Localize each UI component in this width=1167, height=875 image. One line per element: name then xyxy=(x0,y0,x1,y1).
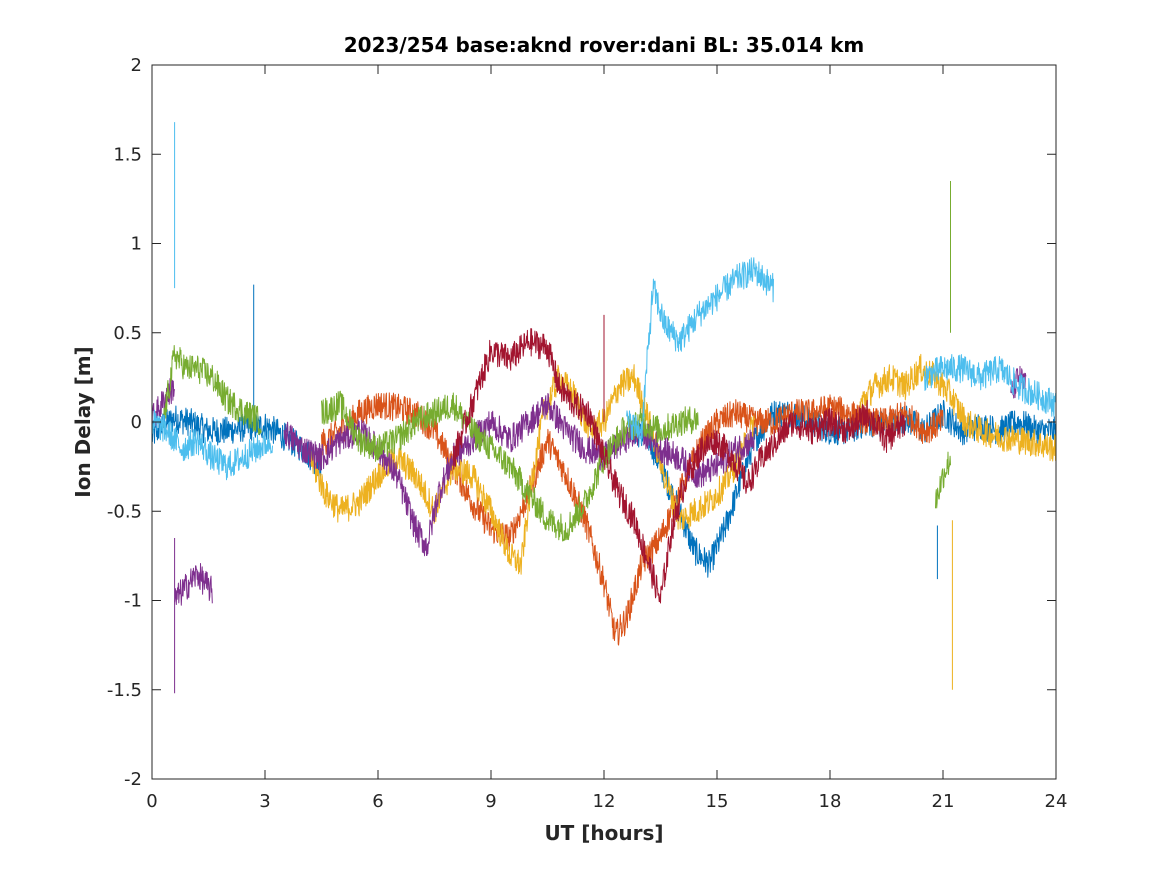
series-6-segment-4 xyxy=(923,354,1057,417)
y-tick-label: -1 xyxy=(124,591,142,612)
series-2-segment-1 xyxy=(321,392,944,646)
series-5-segment-3 xyxy=(935,451,951,509)
series-4-segment-4 xyxy=(283,393,756,557)
tick-layer: 0 3 6 9 12 15 18 21 24 2 1.5 1 0.5 0 -0.5 -1 -1.5 -2 xyxy=(107,55,1068,812)
series-7-segment-1 xyxy=(452,328,906,604)
series-6 xyxy=(151,122,1057,481)
chart-title: 2023/254 base:aknd rover:dani BL: 35.014… xyxy=(344,33,864,57)
x-tick-label: 6 xyxy=(372,791,383,812)
series-6-segment-1 xyxy=(151,409,273,481)
series-6-segment-3 xyxy=(626,257,774,444)
y-tick-label: 0.5 xyxy=(113,323,142,344)
x-tick-label: 18 xyxy=(819,791,842,812)
y-tick-label: 2 xyxy=(131,55,142,76)
x-tick-label: 3 xyxy=(259,791,270,812)
y-axis-title: Ion Delay [m] xyxy=(71,346,95,497)
series-layer xyxy=(151,122,1057,694)
series-5-segment-1 xyxy=(162,345,262,435)
series-5-segment-2 xyxy=(321,390,699,542)
series-4 xyxy=(151,365,1027,694)
y-tick-label: -0.5 xyxy=(107,501,142,522)
series-3-segment-2 xyxy=(859,353,1057,462)
series-2 xyxy=(321,392,944,646)
y-tick-label: 1 xyxy=(131,234,142,255)
series-4-segment-2 xyxy=(174,563,213,606)
y-tick-label: 1.5 xyxy=(113,144,142,165)
x-tick-label: 15 xyxy=(706,791,729,812)
x-axis-title: UT [hours] xyxy=(544,821,663,845)
y-tick-label: -1.5 xyxy=(107,680,142,701)
x-tick-label: 9 xyxy=(485,791,496,812)
series-4-segment-1 xyxy=(151,378,176,430)
y-tick-label: 0 xyxy=(131,412,142,433)
y-tick-label: -2 xyxy=(124,769,142,790)
x-tick-label: 12 xyxy=(593,791,616,812)
series-5 xyxy=(162,181,951,542)
x-tick-label: 21 xyxy=(932,791,955,812)
series-7 xyxy=(452,314,906,604)
x-tick-label: 0 xyxy=(146,791,157,812)
x-tick-label: 24 xyxy=(1045,791,1068,812)
